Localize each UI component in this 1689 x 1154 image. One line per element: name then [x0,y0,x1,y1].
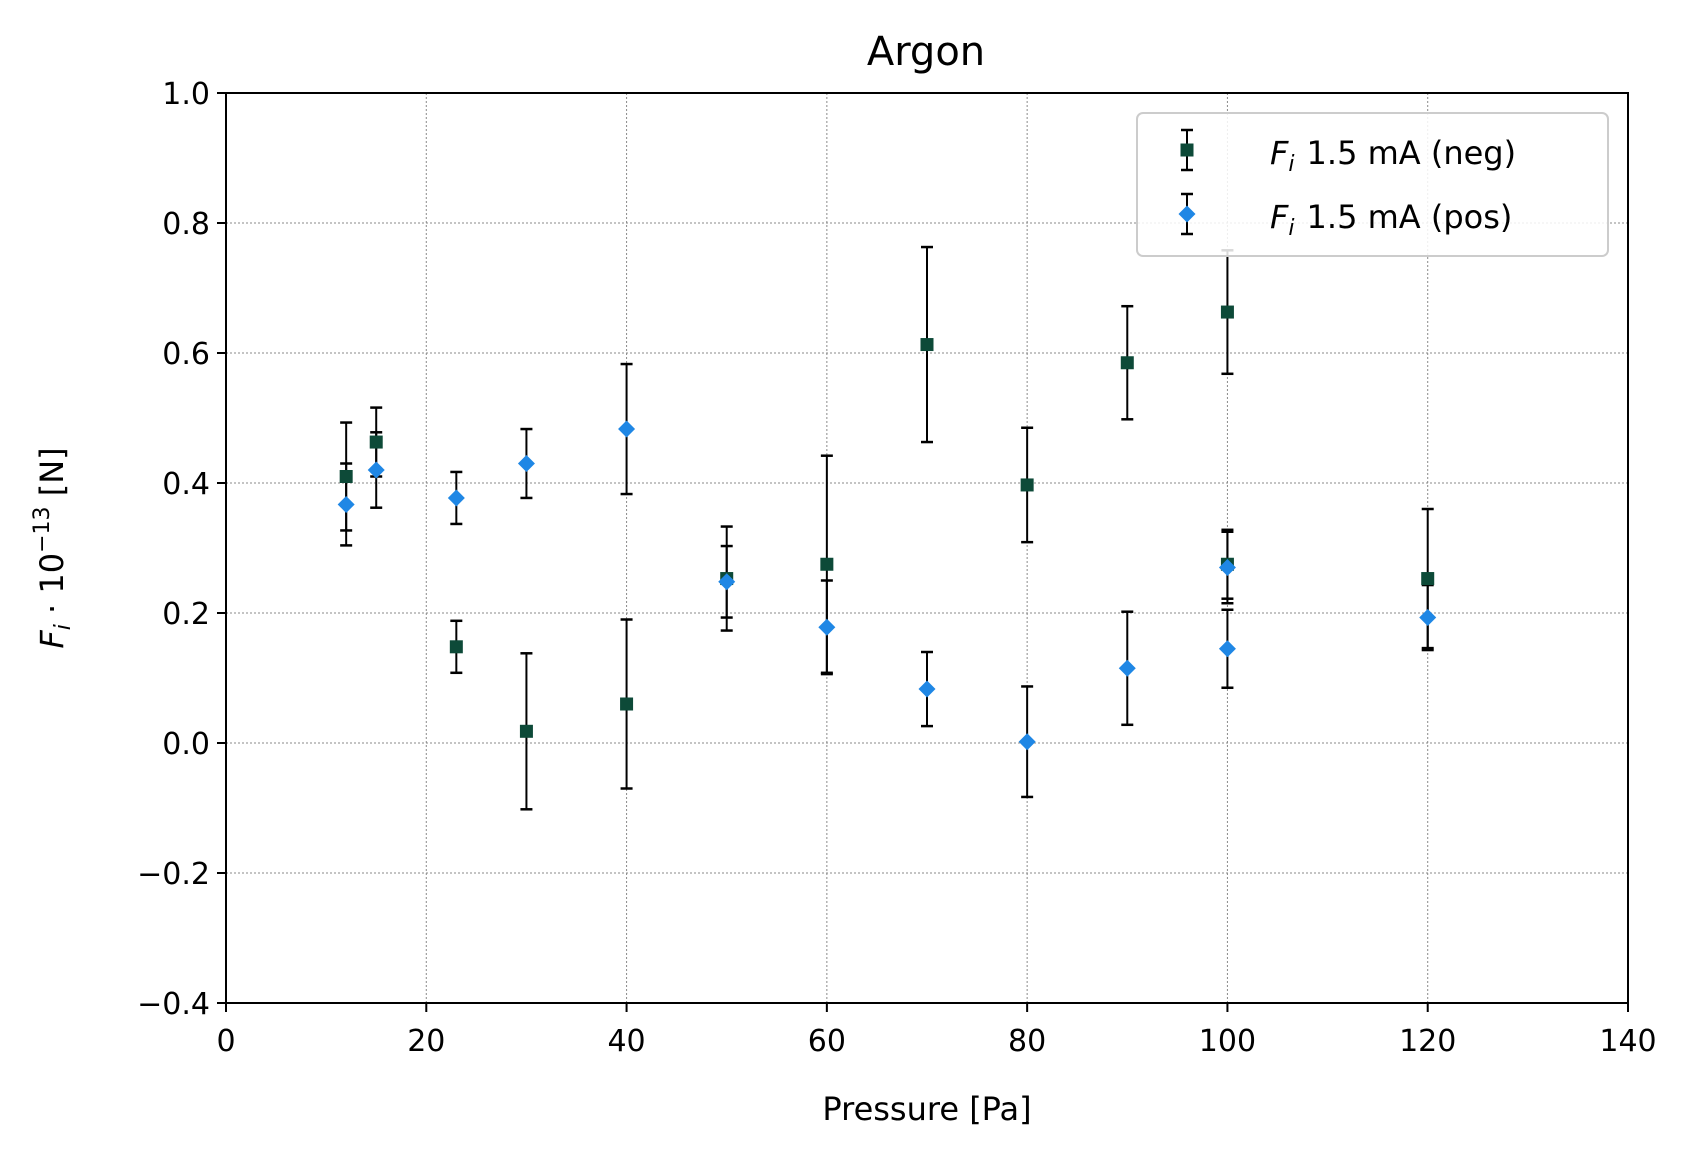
x-tick-label: 80 [1008,1024,1046,1059]
legend-label-pos-symbol: F [1270,198,1289,236]
y-tick-label: 0.2 [162,597,210,632]
data-point-neg [519,724,533,738]
y-axis-label-symbol: F [33,630,71,649]
data-point-pos [1018,733,1036,751]
y-axis-ticks: −0.4 −0.2 0.0 0.2 0.4 0.6 0.8 1.0 [137,77,226,1022]
x-tick-label: 140 [1599,1024,1656,1059]
y-tick-label: 0.6 [162,337,210,372]
legend-marker-pos [1178,192,1196,236]
y-axis-label: Fi · 10−13 [N] [30,447,76,648]
data-point-neg [920,338,934,352]
y-axis-label-middle: · 10 [33,553,71,624]
data-point-pos [1218,559,1236,576]
y-axis-label-exponent: −13 [30,506,55,552]
data-point-neg [369,435,383,449]
legend-label-neg-text: 1.5 mA (neg) [1307,134,1517,172]
plot-frame [225,92,1629,1004]
x-tick-label: 100 [1199,1024,1256,1059]
legend-entry-neg: Fi 1.5 mA (neg) [1180,128,1516,177]
data-point-pos [447,489,465,507]
data-point-pos [618,420,636,438]
data-markers [337,305,1437,751]
x-tick-label: 120 [1399,1024,1456,1059]
y-tick-label: 0.4 [162,467,210,502]
data-point-pos [1218,640,1236,658]
x-tick-label: 60 [808,1024,846,1059]
y-tick-label: 0.8 [162,207,210,242]
data-point-neg [1220,305,1234,319]
y-tick-label: −0.4 [137,987,210,1022]
y-tick-label: 0.0 [162,727,210,762]
legend-point [1178,205,1196,223]
legend: Fi 1.5 mA (neg) Fi 1.5 mA (pos) [1136,112,1609,257]
legend-label-neg-symbol: F [1270,134,1289,172]
legend-box [1136,112,1609,257]
data-point-neg [1120,356,1134,370]
data-point-neg [339,470,353,483]
x-tick-label: 40 [607,1024,645,1059]
x-tick-label: 0 [216,1024,235,1059]
y-axis-label-unit: [N] [33,447,71,506]
data-point-neg [449,640,463,654]
data-point-neg [1421,572,1435,586]
y-axis-label-subscript: i [51,624,76,630]
legend-label-neg: Fi 1.5 mA (neg) [1270,134,1516,177]
data-point-pos [718,573,736,591]
x-axis-ticks: 0 20 40 60 80 100 120 140 [216,1003,1657,1059]
data-point-neg [620,697,634,711]
data-point-pos [1419,609,1437,627]
legend-entry-pos: Fi 1.5 mA (pos) [1178,192,1512,241]
legend-label-pos-text: 1.5 mA (pos) [1307,198,1513,236]
legend-label-pos-subscript: i [1288,216,1294,241]
data-point-pos [367,461,385,479]
chart-title: Argon [867,29,985,75]
data-point-pos [517,455,535,472]
x-tick-label: 20 [407,1024,445,1059]
y-tick-label: 1.0 [162,77,210,112]
data-point-pos [918,680,936,698]
legend-label-neg-subscript: i [1288,152,1294,177]
legend-point [1180,143,1194,157]
legend-label-pos: Fi 1.5 mA (pos) [1270,198,1512,241]
y-tick-label: −0.2 [137,857,210,892]
data-point-pos [1118,659,1136,677]
x-axis-label: Pressure [Pa] [822,1090,1031,1128]
data-point-pos [337,495,355,513]
data-point-neg [1020,478,1034,492]
legend-marker-neg [1180,128,1194,172]
data-point-neg [820,557,834,571]
data-point-pos [818,618,836,636]
